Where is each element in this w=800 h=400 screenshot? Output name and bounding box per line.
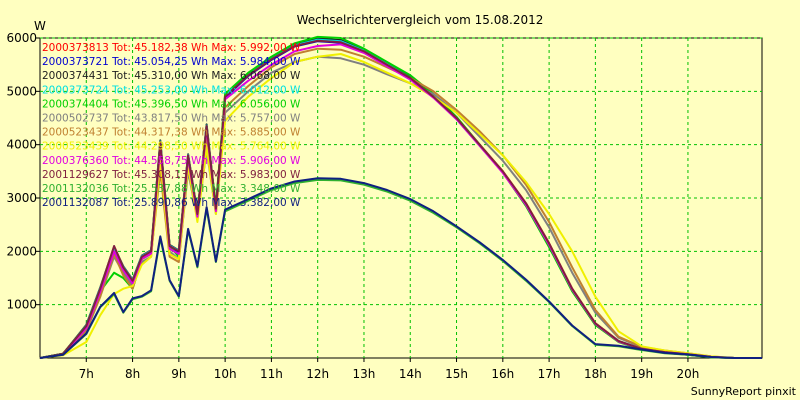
legend-entry-6: 2000502737 Tot: 43.817,50 Wh Max: 5.757,… [42,113,301,125]
y-tick-label: 2000 [6,244,37,258]
y-tick-label: 6000 [6,31,37,45]
legend-entry-8: 2000523439 Tot: 44.298,50 Wh Max: 5.764,… [42,141,301,153]
x-tick-label: 15h [445,367,468,381]
legend-entry-10: 2001129627 Tot: 45.308,13 Wh Max: 5.983,… [42,169,301,181]
y-tick-label: 4000 [6,138,37,152]
legend-entry-2: 2000373721 Tot: 45.054,25 Wh Max: 5.984,… [42,56,301,68]
footer-credit: SunnyReport pinxit [691,385,797,398]
y-tick-label: 3000 [6,191,37,205]
x-tick-label: 9h [171,367,186,381]
series-line-10 [39,39,762,359]
x-tick-label: 7h [79,367,94,381]
legend-entry-4: 2000373724 Tot: 45.253,00 Wh Max: 6.012,… [42,84,301,96]
x-tick-label: 10h [214,367,237,381]
y-tick-label: 5000 [6,84,37,98]
legend-entry-9: 2000376360 Tot: 44.558,75 Wh Max: 5.906,… [42,155,301,167]
x-tick-label: 13h [353,367,376,381]
x-tick-label: 20h [677,367,700,381]
x-tick-label: 14h [399,367,422,381]
x-tick-label: 11h [260,367,283,381]
legend-entry-11: 2001132036 Tot: 25.537,88 Wh Max: 3.348,… [42,183,301,195]
legend-entry-7: 2000523437 Tot: 44.317,38 Wh Max: 5.885,… [42,127,301,139]
y-tick-label: 1000 [6,298,37,312]
x-tick-label: 18h [584,367,607,381]
x-tick-label: 17h [538,367,561,381]
series-line-12 [39,177,762,359]
legend-entry-12: 2001132087 Tot: 25.890,86 Wh Max: 3.382,… [42,197,301,209]
legend-entry-5: 2000374404 Tot: 45.396,50 Wh Max: 6.056,… [42,98,301,110]
x-tick-label: 8h [125,367,140,381]
plot-area: 1000 2000 3000 4000 5000 6000 7h 8h 9h 10h 11h 12h 1… [6,31,763,381]
x-tick-label: 12h [306,367,329,381]
chart-title: Wechselrichtervergleich vom 15.08.2012 [297,13,544,27]
y-axis-label: W [34,19,46,33]
series-line-8 [39,53,762,359]
legend-entry-3: 2000374431 Tot: 45.310,00 Wh Max: 6.068,… [42,70,301,82]
x-tick-label: 16h [491,367,514,381]
x-tick-label: 19h [630,367,653,381]
legend-entry-1: 2000373813 Tot: 45.182,38 Wh Max: 5.992,… [42,42,301,54]
